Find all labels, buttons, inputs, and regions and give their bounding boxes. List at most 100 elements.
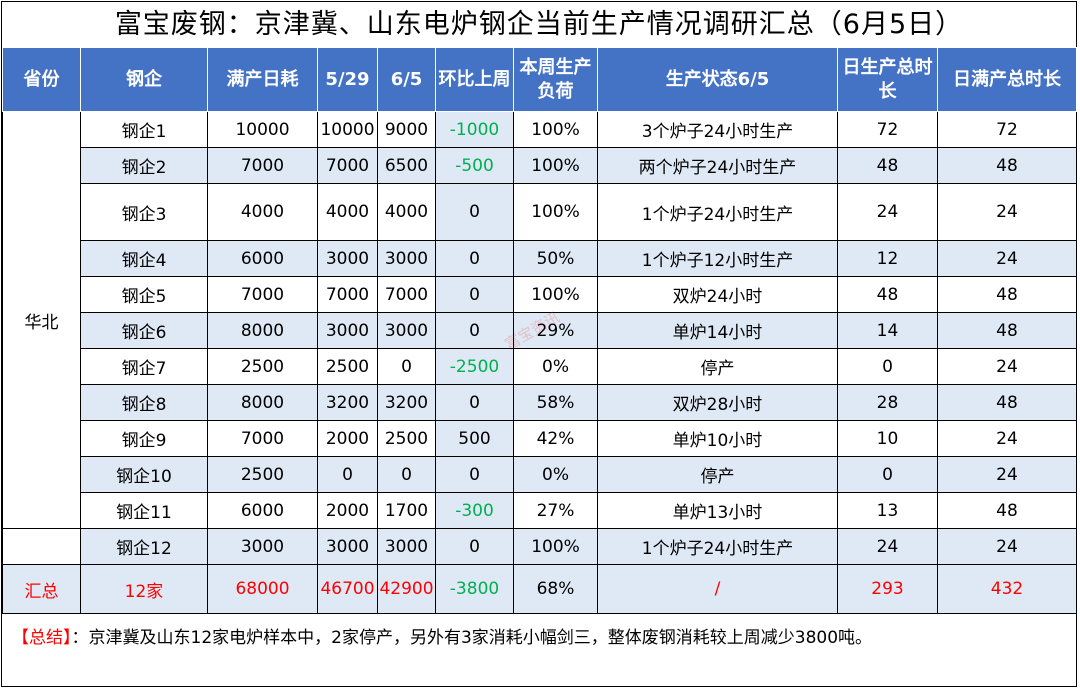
province-cell-empty (2, 528, 81, 565)
prod-hours-cell: 24 (837, 528, 938, 565)
full-hours-cell: 48 (937, 492, 1077, 529)
0605-cell: 3000 (377, 240, 436, 277)
total-load-cell: 68% (513, 564, 598, 614)
full-daily-cell: 8000 (207, 384, 318, 421)
full-daily-cell: 7000 (207, 147, 318, 184)
status-cell: 双炉28小时 (597, 384, 838, 421)
company-cell: 钢企6 (80, 312, 208, 349)
company-cell: 钢企9 (80, 420, 208, 457)
status-cell: 1个炉子12小时生产 (597, 240, 838, 277)
page-title: 富宝废钢：京津冀、山东电炉钢企当前生产情况调研汇总（6月5日） (2, 2, 1076, 48)
wow-cell: -1000 (435, 111, 514, 148)
prod-hours-cell: 0 (837, 456, 938, 493)
prod-hours-cell: 13 (837, 492, 938, 529)
0529-cell: 7000 (317, 276, 378, 313)
company-cell: 钢企4 (80, 240, 208, 277)
wow-cell: 0 (435, 183, 514, 241)
full-hours-cell: 24 (937, 348, 1077, 385)
status-cell: 1个炉子24小时生产 (597, 528, 838, 565)
total-status-cell: / (597, 564, 838, 614)
0605-cell: 1700 (377, 492, 436, 529)
0605-cell: 9000 (377, 111, 436, 148)
wow-cell: -2500 (435, 348, 514, 385)
summary-note: 【总结】：京津冀及山东12家电炉样本中，2家停产，另外有3家消耗小幅剑三，整体废… (12, 624, 1067, 652)
header-province: 省份 (2, 47, 81, 112)
full-daily-cell: 6000 (207, 240, 318, 277)
total-label: 汇总 (2, 564, 81, 614)
load-cell: 42% (513, 420, 598, 457)
table-row: 钢企8 8000 3200 3200 0 58% 双炉28小时 28 48 (3, 384, 1077, 421)
table-row: 钢企4 6000 3000 3000 0 50% 1个炉子12小时生产 12 24 (3, 240, 1077, 277)
0529-cell: 3200 (317, 384, 378, 421)
header-wow: 环比上周 (435, 47, 514, 112)
0605-cell: 4000 (377, 183, 436, 241)
0529-cell: 2000 (317, 492, 378, 529)
prod-hours-cell: 10 (837, 420, 938, 457)
full-hours-cell: 24 (937, 528, 1077, 565)
prod-hours-cell: 0 (837, 348, 938, 385)
full-daily-cell: 10000 (207, 111, 318, 148)
header-load: 本周生产负荷 (513, 47, 598, 112)
load-cell: 100% (513, 147, 598, 184)
full-hours-cell: 48 (937, 384, 1077, 421)
load-cell: 50% (513, 240, 598, 277)
prod-hours-cell: 72 (837, 111, 938, 148)
summary-tag: 【总结】 (12, 628, 72, 648)
status-cell: 停产 (597, 456, 838, 493)
full-hours-cell: 48 (937, 312, 1077, 349)
wow-cell: -300 (435, 492, 514, 529)
status-cell: 单炉10小时 (597, 420, 838, 457)
wow-cell: 0 (435, 240, 514, 277)
total-0529-cell: 46700 (317, 564, 378, 614)
status-cell: 单炉14小时 (597, 312, 838, 349)
company-cell: 钢企5 (80, 276, 208, 313)
header-0605: 6/5 (377, 47, 436, 112)
0605-cell: 0 (377, 456, 436, 493)
full-hours-cell: 48 (937, 147, 1077, 184)
prod-hours-cell: 28 (837, 384, 938, 421)
table-row: 钢企11 6000 2000 1700 -300 27% 单炉13小时 13 48 (3, 492, 1077, 529)
total-full-daily-cell: 68000 (207, 564, 318, 614)
company-cell: 钢企3 (80, 183, 208, 241)
status-cell: 1个炉子24小时生产 (597, 183, 838, 241)
total-0605-cell: 42900 (377, 564, 436, 614)
0605-cell: 2500 (377, 420, 436, 457)
table-row: 钢企10 2500 0 0 0 0% 停产 0 24 (3, 456, 1077, 493)
full-daily-cell: 7000 (207, 276, 318, 313)
header-0529: 5/29 (317, 47, 378, 112)
table-row: 钢企5 7000 7000 7000 0 100% 双炉24小时 48 48 (3, 276, 1077, 313)
header-prod-hours: 日生产总时长 (837, 47, 938, 112)
full-daily-cell: 3000 (207, 528, 318, 565)
load-cell: 29% (513, 312, 598, 349)
company-cell: 钢企7 (80, 348, 208, 385)
prod-hours-cell: 12 (837, 240, 938, 277)
wow-cell: 0 (435, 384, 514, 421)
table-row: 钢企3 4000 4000 4000 0 100% 1个炉子24小时生产 24 24 (3, 183, 1077, 241)
total-wow-cell: -3800 (435, 564, 514, 614)
full-daily-cell: 2500 (207, 348, 318, 385)
total-company-cell: 12家 (80, 564, 208, 614)
header-full-hours: 日满产总时长 (937, 47, 1077, 112)
wow-cell: 0 (435, 276, 514, 313)
0529-cell: 3000 (317, 240, 378, 277)
load-cell: 0% (513, 456, 598, 493)
full-hours-cell: 72 (937, 111, 1077, 148)
prod-hours-cell: 24 (837, 183, 938, 241)
company-cell: 钢企8 (80, 384, 208, 421)
status-cell: 两个炉子24小时生产 (597, 147, 838, 184)
full-hours-cell: 48 (937, 276, 1077, 313)
wow-cell: 500 (435, 420, 514, 457)
wow-cell: 0 (435, 456, 514, 493)
company-cell: 钢企1 (80, 111, 208, 148)
company-cell: 钢企10 (80, 456, 208, 493)
full-hours-cell: 24 (937, 240, 1077, 277)
company-cell: 钢企11 (80, 492, 208, 529)
status-cell: 双炉24小时 (597, 276, 838, 313)
load-cell: 0% (513, 348, 598, 385)
0605-cell: 3200 (377, 384, 436, 421)
prod-hours-cell: 48 (837, 147, 938, 184)
full-hours-cell: 24 (937, 420, 1077, 457)
0529-cell: 3000 (317, 312, 378, 349)
0605-cell: 3000 (377, 312, 436, 349)
